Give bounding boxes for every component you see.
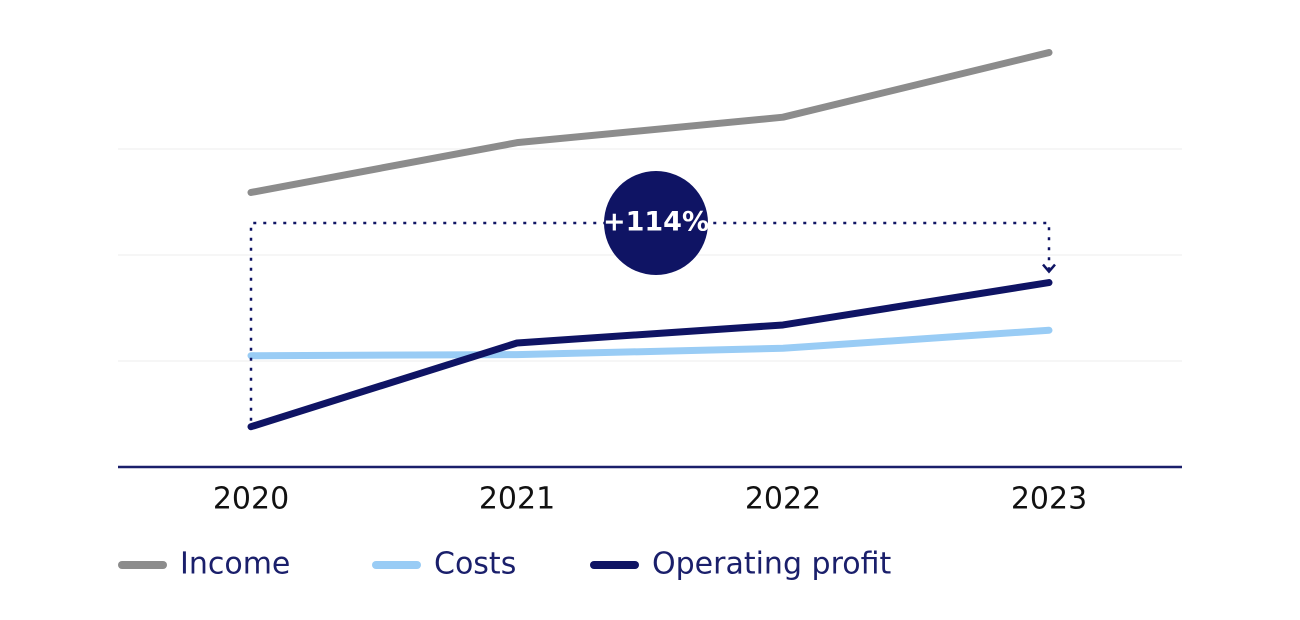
legend-label: Costs xyxy=(434,547,516,582)
x-tick-label: 2020 xyxy=(213,482,289,517)
annotation-bubble xyxy=(604,171,708,275)
series-line xyxy=(247,279,1053,431)
legend-label: Operating profit xyxy=(652,547,891,582)
annotation-bracket xyxy=(249,221,1051,421)
x-tick-label: 2022 xyxy=(745,482,821,517)
x-tick-label: 2021 xyxy=(479,482,555,517)
annotation-text: +114% xyxy=(603,207,709,238)
x-tick-label: 2023 xyxy=(1011,482,1087,517)
annotation-arrow xyxy=(1042,263,1056,274)
legend-label: Income xyxy=(180,547,290,582)
series-line xyxy=(247,326,1053,360)
series-line xyxy=(247,49,1053,196)
